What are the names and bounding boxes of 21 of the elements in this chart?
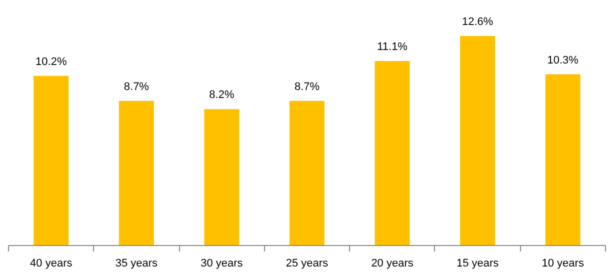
bar (118, 100, 154, 246)
bar (460, 36, 496, 246)
x-tick-label: 10 years (542, 258, 584, 270)
data-label: 8.7% (294, 80, 320, 93)
data-label: 10.2% (36, 56, 67, 68)
x-tick-label: 30 years (200, 258, 244, 270)
bar (374, 60, 410, 246)
bar (545, 74, 580, 246)
data-label: 11.1% (377, 40, 408, 53)
data-label: 8.7% (124, 80, 150, 93)
x-tick-label: 25 years (286, 258, 329, 270)
x-tick-label: 20 years (371, 258, 414, 270)
bar (290, 100, 324, 246)
data-label: 10.3% (547, 54, 579, 66)
bar (34, 76, 69, 246)
data-label: 8.2% (209, 89, 234, 102)
x-tick-label: 15 years (456, 258, 500, 270)
data-label: 12.6% (462, 16, 494, 28)
x-tick-label: 40 years (30, 258, 73, 270)
x-tick-label: 35 years (115, 258, 158, 270)
bar (204, 109, 240, 246)
